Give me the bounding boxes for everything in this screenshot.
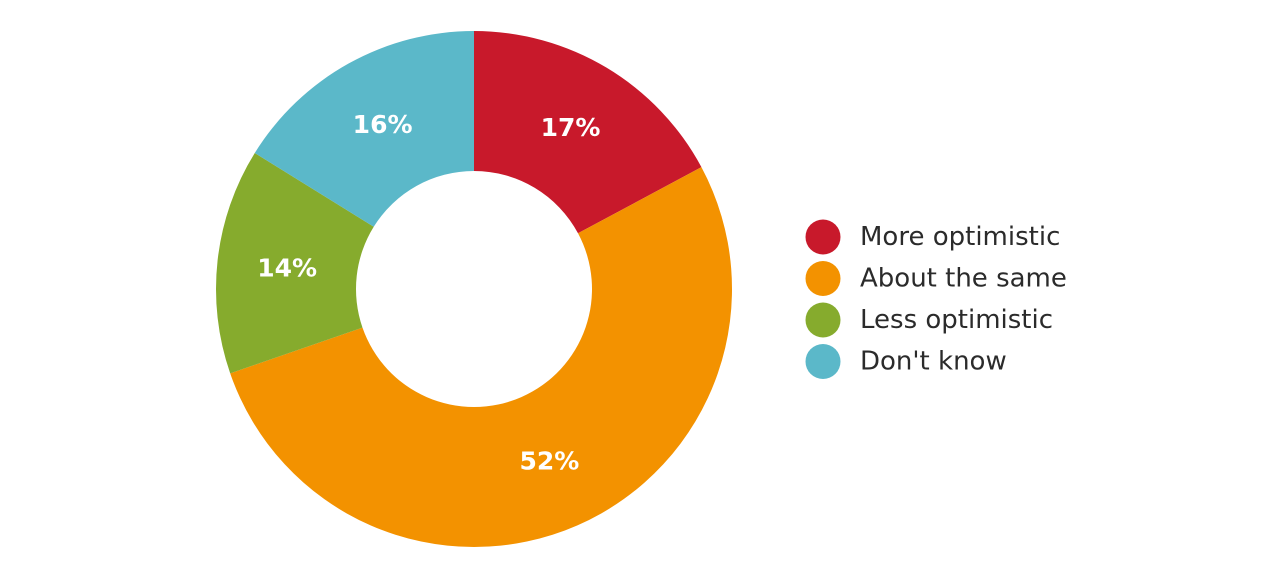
slice-about-the-same xyxy=(230,167,732,547)
slice-don-t-know xyxy=(254,31,474,227)
chart-slices xyxy=(215,31,732,547)
slice-less-optimistic xyxy=(215,152,374,374)
chart-legend: More optimistic About the same Less optimi… xyxy=(805,219,1067,379)
slice-label: 17% xyxy=(541,113,601,142)
legend-label: About the same xyxy=(860,264,1067,294)
legend-label: Don't know xyxy=(860,347,1007,377)
legend-swatch xyxy=(805,261,841,296)
legend-swatch xyxy=(805,219,841,255)
chart-slice-labels: 17% 52% 14% 16% xyxy=(257,110,600,476)
legend-label: More optimistic xyxy=(860,222,1060,252)
legend-swatch xyxy=(805,344,841,379)
slice-label: 16% xyxy=(353,110,413,139)
legend-label: Less optimistic xyxy=(860,305,1053,335)
slice-label: 14% xyxy=(257,254,317,283)
legend-swatch xyxy=(805,302,841,338)
slice-label: 52% xyxy=(519,447,579,476)
slice-more-optimistic xyxy=(474,31,702,234)
